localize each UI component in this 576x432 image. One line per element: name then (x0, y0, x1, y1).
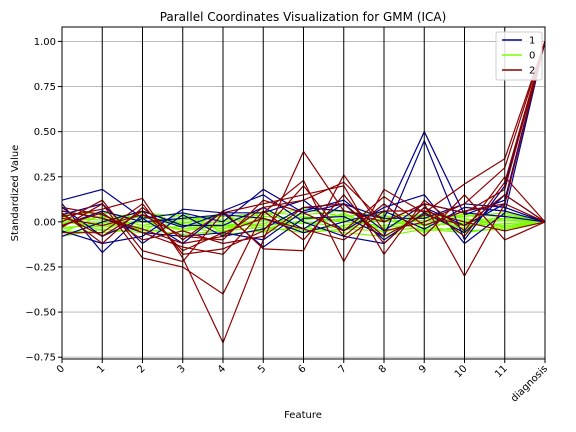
y-tick-label: −0.75 (25, 353, 56, 364)
y-tick-label: 0.50 (34, 127, 56, 138)
x-axis: 0 1 2 3 4 5 6 7 8 9 10 11 diagnosis (55, 359, 550, 405)
x-tick-label: 10 (453, 363, 470, 380)
legend-label: 0 (529, 51, 535, 62)
y-tick-label: −0.50 (25, 308, 56, 319)
x-tick-label: 4 (216, 363, 228, 375)
y-tick-label: 0.75 (34, 82, 56, 93)
x-tick-label: diagnosis (509, 363, 550, 404)
legend-label: 2 (529, 66, 535, 77)
legend: 1 0 2 (495, 31, 543, 81)
x-axis-title: Feature (284, 410, 322, 421)
legend-box (495, 31, 543, 81)
chart-title: Parallel Coordinates Visualization for G… (160, 10, 447, 24)
legend-label: 1 (529, 36, 535, 47)
x-tick-label: 5 (256, 363, 268, 375)
x-tick-label: 7 (337, 363, 349, 375)
feature-axes (61, 27, 546, 359)
y-axis: 1.00 0.75 0.50 0.25 0.00 −0.25 −0.50 −0.75 (25, 37, 62, 364)
y-tick-label: −0.25 (25, 262, 56, 273)
x-tick-label: 9 (417, 363, 429, 375)
x-tick-label: 11 (493, 363, 510, 380)
x-tick-label: 0 (55, 363, 67, 375)
y-axis-title: Standardized Value (10, 145, 21, 242)
x-tick-label: 6 (296, 363, 308, 375)
y-tick-label: 0.00 (34, 217, 56, 228)
x-tick-label: 1 (95, 363, 107, 375)
x-tick-label: 3 (176, 363, 188, 375)
y-tick-label: 1.00 (34, 37, 56, 48)
y-tick-label: 0.25 (34, 172, 56, 183)
x-tick-label: 2 (135, 363, 147, 375)
x-tick-label: 8 (377, 363, 389, 375)
